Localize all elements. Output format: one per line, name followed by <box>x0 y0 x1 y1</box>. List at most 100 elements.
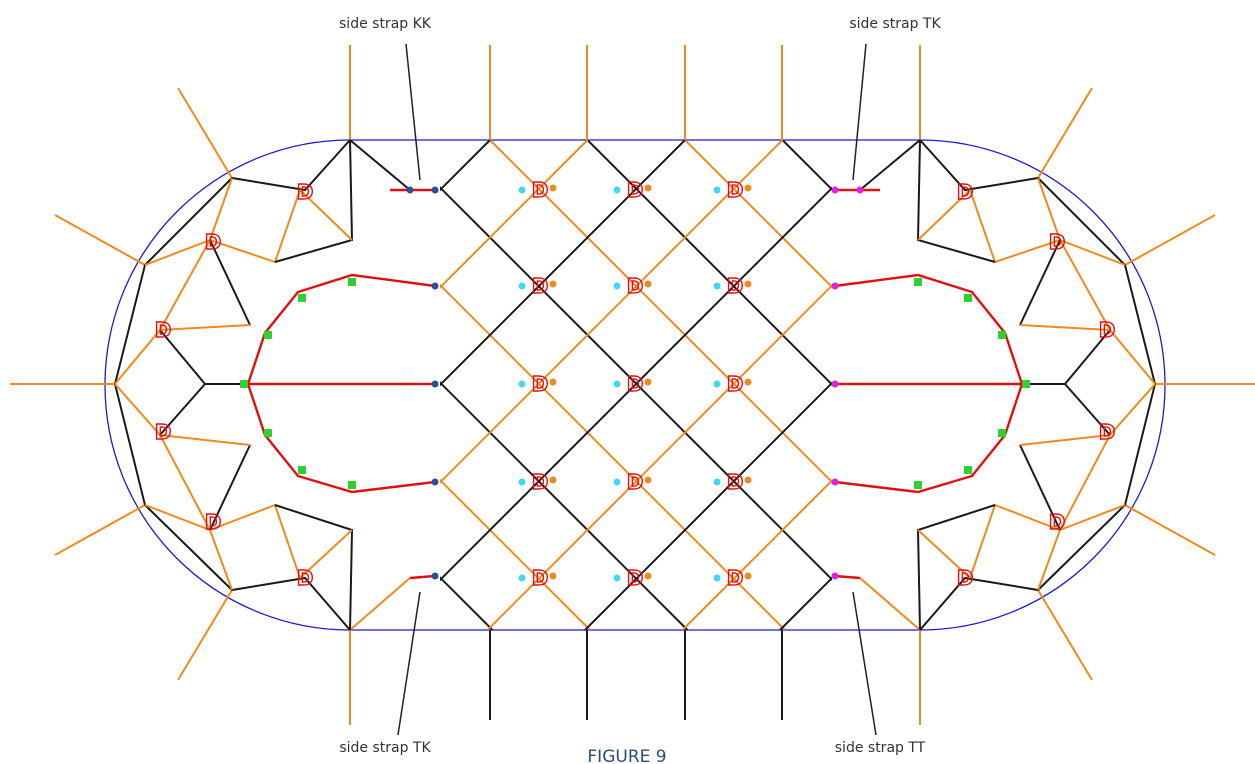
strut <box>349 139 411 191</box>
strut <box>486 284 832 630</box>
d-marker: D <box>627 372 644 396</box>
strut <box>440 186 832 581</box>
node <box>713 380 721 388</box>
strut <box>274 139 354 263</box>
node <box>431 186 439 194</box>
node <box>613 478 621 486</box>
node <box>431 572 439 580</box>
label: side strap TK <box>849 16 941 32</box>
node <box>406 186 414 194</box>
node <box>831 282 839 290</box>
d-marker: D <box>957 566 974 590</box>
node <box>998 331 1006 339</box>
strut <box>834 574 861 580</box>
d-marker: D <box>1049 510 1066 534</box>
node <box>831 572 839 580</box>
strut <box>1019 239 1061 326</box>
d-marker: D <box>727 274 744 298</box>
node <box>713 574 721 582</box>
node <box>613 282 621 290</box>
node <box>298 466 306 474</box>
d-marker: D <box>1099 420 1116 444</box>
node <box>298 294 306 302</box>
node <box>713 186 721 194</box>
node <box>964 294 972 302</box>
node <box>964 466 972 474</box>
node <box>644 280 652 288</box>
d-marker: D <box>297 180 314 204</box>
node <box>518 282 526 290</box>
lattice <box>0 140 832 630</box>
strut <box>1124 214 1216 266</box>
d-marker: D <box>957 180 974 204</box>
strut <box>1124 504 1216 556</box>
node <box>549 572 557 580</box>
d-marker: D <box>532 178 549 202</box>
strut <box>859 577 921 631</box>
node <box>856 186 864 194</box>
d-marker: D <box>532 566 549 590</box>
d-marker: D <box>627 470 644 494</box>
d-marker: D <box>727 372 744 396</box>
node <box>613 380 621 388</box>
strut <box>440 186 832 582</box>
node <box>518 186 526 194</box>
node <box>549 378 557 386</box>
d-marker: D <box>532 372 549 396</box>
strut <box>0 140 3 630</box>
node <box>744 280 752 288</box>
node <box>713 282 721 290</box>
d-marker: D <box>627 274 644 298</box>
strut <box>274 504 354 631</box>
d-marker: D <box>532 470 549 494</box>
d-marker: D <box>205 230 222 254</box>
strut <box>684 140 832 289</box>
node <box>644 476 652 484</box>
strut <box>114 189 301 385</box>
node <box>744 572 752 580</box>
strut <box>159 324 251 331</box>
d-marker: D <box>1099 318 1116 342</box>
node <box>914 481 922 489</box>
leader <box>405 43 421 181</box>
d-marker: D <box>627 178 644 202</box>
strut <box>440 478 591 630</box>
strut <box>440 140 589 289</box>
node <box>264 331 272 339</box>
strut <box>299 189 353 241</box>
caption: FIGURE 9 <box>587 747 666 764</box>
strut <box>586 140 832 386</box>
d-marker: D <box>1049 230 1066 254</box>
strut <box>440 140 686 387</box>
strut <box>681 479 832 630</box>
leader <box>852 591 877 736</box>
strut <box>54 214 146 266</box>
strut <box>409 574 436 580</box>
node <box>431 478 439 486</box>
leader <box>397 591 421 736</box>
strut <box>440 140 784 484</box>
strut <box>159 434 251 446</box>
strut <box>177 87 233 179</box>
strut <box>349 577 411 631</box>
strut <box>54 504 146 556</box>
strut <box>1037 87 1093 179</box>
strut <box>209 239 251 326</box>
node <box>914 278 922 286</box>
node <box>744 378 752 386</box>
strut <box>1019 444 1061 531</box>
strut <box>969 383 1156 579</box>
node <box>744 184 752 192</box>
strut <box>969 189 1156 385</box>
node <box>518 574 526 582</box>
node <box>348 481 356 489</box>
node <box>518 380 526 388</box>
leader <box>852 43 867 181</box>
node <box>240 380 248 388</box>
node <box>264 429 272 437</box>
d-marker: D <box>297 566 314 590</box>
strut <box>299 529 353 579</box>
label: side strap TK <box>339 740 431 756</box>
node <box>713 478 721 486</box>
